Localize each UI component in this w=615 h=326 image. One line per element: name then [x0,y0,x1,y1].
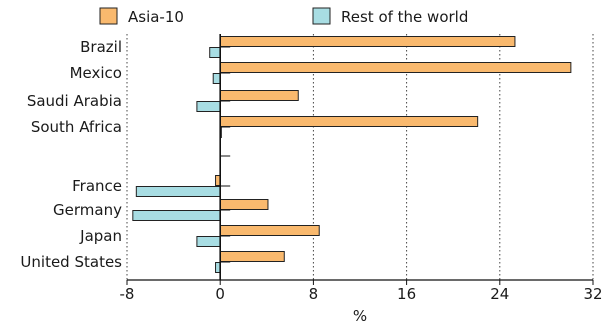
bar-2-7 [196,236,221,247]
legend-label-2: Rest of the world [341,8,468,26]
category-label-8: United States [20,253,122,271]
x-axis-title: % [353,307,367,325]
category-label-3: South Africa [31,118,122,136]
x-tick-label-2: 8 [309,285,319,303]
bar-2-6 [132,210,221,221]
x-tick-label-5: 32 [583,285,602,303]
bar-1-0 [219,36,516,47]
legend-swatch-2 [312,7,331,25]
bar-2-1 [212,73,221,84]
grid [126,34,594,280]
bar-2-2 [196,101,221,112]
category-label-5: France [72,177,122,195]
x-tick-label-0: -8 [120,285,135,303]
bar-1-6 [219,199,269,210]
category-label-7: Japan [79,227,122,245]
category-label-1: Mexico [70,64,122,82]
bar-2-0 [209,47,221,58]
legend-swatch-1 [99,7,118,25]
legend: Asia-10 Rest of the world [99,7,468,26]
bar-1-8 [219,251,285,262]
category-label-0: Brazil [80,38,122,56]
bar-1-3 [219,116,479,127]
category-label-2: Saudi Arabia [27,92,122,110]
bar-1-1 [219,62,572,73]
labels: -8 0 8 16 24 32% Brazil Mexico Saudi Arabia South… [20,38,602,325]
axes [126,34,594,285]
legend-label-1: Asia-10 [128,8,184,26]
x-tick-label-3: 16 [397,285,416,303]
x-tick-label-4: 24 [490,285,509,303]
x-tick-label-1: 0 [215,285,225,303]
category-label-6: Germany [53,201,122,219]
bars [132,36,572,273]
bar-1-2 [219,90,299,101]
bar-2-5 [135,186,221,197]
bar-1-7 [219,225,320,236]
